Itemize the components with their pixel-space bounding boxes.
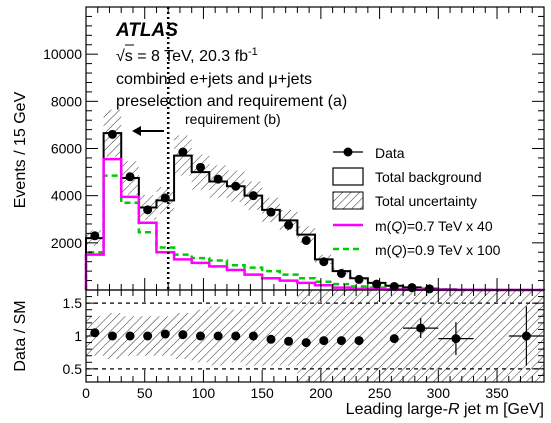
x-tick-label: 350 xyxy=(485,385,509,401)
data-point xyxy=(196,162,205,172)
ratio-uncertainty-bin xyxy=(420,290,439,382)
ratio-uncertainty-bin xyxy=(491,290,509,382)
ratio-point xyxy=(107,331,117,341)
x-tick-label: 150 xyxy=(250,385,274,401)
x-tick-label: 0 xyxy=(82,385,90,401)
data-point xyxy=(284,220,294,230)
x-tick-label: 50 xyxy=(137,385,153,401)
legend-item-total-background: Total background xyxy=(332,167,482,186)
legend-item-signal-09: m(Q)=0.9 TeV x 100 xyxy=(333,242,501,258)
main-axes: 2000 4000 6000 8000 10000 xyxy=(43,6,545,291)
data-point xyxy=(160,193,170,203)
y-tick-label: 10000 xyxy=(43,46,82,62)
ratio-axes: 0.5 1 1.5 0 50 100 150 200 250 300 350 xyxy=(63,290,545,401)
ratio-uncertainty-bin xyxy=(350,290,368,382)
ratio-point xyxy=(143,331,153,341)
ratio-point xyxy=(319,336,329,346)
ratio-point xyxy=(336,336,346,346)
ratio-uncertainty-bin xyxy=(438,290,456,382)
ratio-uncertainty-band xyxy=(86,290,544,382)
ratio-point xyxy=(451,334,461,344)
x-tick-label: 250 xyxy=(368,385,392,401)
ratio-point xyxy=(213,331,223,341)
legend-item-data: Data xyxy=(333,145,405,161)
data-point xyxy=(336,268,346,278)
ratio-point xyxy=(90,328,100,338)
data-point xyxy=(266,207,276,217)
ratio-point xyxy=(416,323,426,333)
ratio-panel: 0.5 1 1.5 0 50 100 150 200 250 300 350 Data / SM L… xyxy=(12,289,545,418)
data-point xyxy=(248,191,258,201)
legend-item-total-uncertainty: Total uncertainty xyxy=(332,191,477,210)
ratio-data-points xyxy=(90,306,544,366)
data-point xyxy=(178,147,188,157)
ratio-uncertainty-bin xyxy=(279,306,298,366)
ratio-uncertainty-bin xyxy=(297,290,315,382)
ratio-point xyxy=(354,336,364,346)
energy-label: √s = 8 TeV, 20.3 fb-1 xyxy=(116,46,258,65)
ratio-y-tick-label: 1 xyxy=(74,328,82,344)
data-point xyxy=(125,172,135,182)
ratio-uncertainty-bin xyxy=(473,290,492,382)
selection-label-1: combined e+jets and μ+jets xyxy=(116,71,312,88)
data-point xyxy=(319,257,329,267)
data-point xyxy=(213,174,223,184)
data-point xyxy=(301,235,311,245)
legend-label-signal-09: m(Q)=0.9 TeV x 100 xyxy=(375,242,501,258)
data-point xyxy=(107,129,117,139)
ratio-point xyxy=(125,331,135,341)
y-tick-label: 2000 xyxy=(51,235,82,251)
data-point xyxy=(389,281,399,291)
x-axis-label: Leading large-R jet m [GeV] xyxy=(346,401,544,418)
data-point xyxy=(372,279,382,289)
ratio-point xyxy=(196,331,205,341)
y-tick-label: 4000 xyxy=(51,188,82,204)
legend-item-signal-07: m(Q)=0.7 TeV x 40 xyxy=(333,218,493,234)
legend-label-total-uncertainty: Total uncertainty xyxy=(375,193,477,209)
x-tick-label: 300 xyxy=(427,385,451,401)
ratio-point xyxy=(248,331,258,341)
legend-label-data: Data xyxy=(375,145,405,161)
ratio-point xyxy=(301,338,311,348)
ratio-y-tick-label: 1.5 xyxy=(63,295,83,311)
main-y-axis-label: Events / 15 GeV xyxy=(12,91,29,208)
data-point xyxy=(90,231,100,241)
ratio-point xyxy=(231,331,241,341)
energy-label-exponent: -1 xyxy=(248,46,258,58)
y-tick-label: 8000 xyxy=(51,93,82,109)
x-tick-label: 200 xyxy=(309,385,333,401)
ratio-uncertainty-bin xyxy=(455,290,474,382)
ratio-uncertainty-bin xyxy=(332,290,351,382)
ratio-point xyxy=(178,330,188,340)
requirement-arrow xyxy=(132,126,164,136)
legend: Data Total background Total uncertainty … xyxy=(332,145,501,258)
ratio-uncertainty-bin xyxy=(403,290,421,382)
requirement-b-label: requirement (b) xyxy=(185,111,281,127)
x-tick-label: 100 xyxy=(192,385,216,401)
ratio-point xyxy=(266,334,276,344)
main-panel: 2000 4000 6000 8000 10000 ATLAS √s = 8 TeV, … xyxy=(12,6,545,294)
data-point xyxy=(354,274,364,284)
ratio-point xyxy=(160,329,170,339)
ratio-point xyxy=(389,334,399,344)
y-tick-label: 6000 xyxy=(51,141,82,157)
ratio-point xyxy=(284,336,294,346)
data-point xyxy=(143,205,153,215)
data-point xyxy=(231,181,241,191)
selection-label-2: preselection and requirement (a) xyxy=(116,93,347,110)
atlas-label: ATLAS xyxy=(115,20,178,41)
ratio-y-tick-label: 0.5 xyxy=(63,361,83,377)
ratio-y-axis-label: Data / SM xyxy=(12,300,29,371)
legend-label-total-background: Total background xyxy=(375,169,482,185)
ratio-uncertainty-bin xyxy=(367,290,386,382)
ratio-uncertainty-bin xyxy=(315,290,333,382)
ratio-point xyxy=(521,331,531,341)
legend-label-signal-07: m(Q)=0.7 TeV x 40 xyxy=(375,218,493,234)
